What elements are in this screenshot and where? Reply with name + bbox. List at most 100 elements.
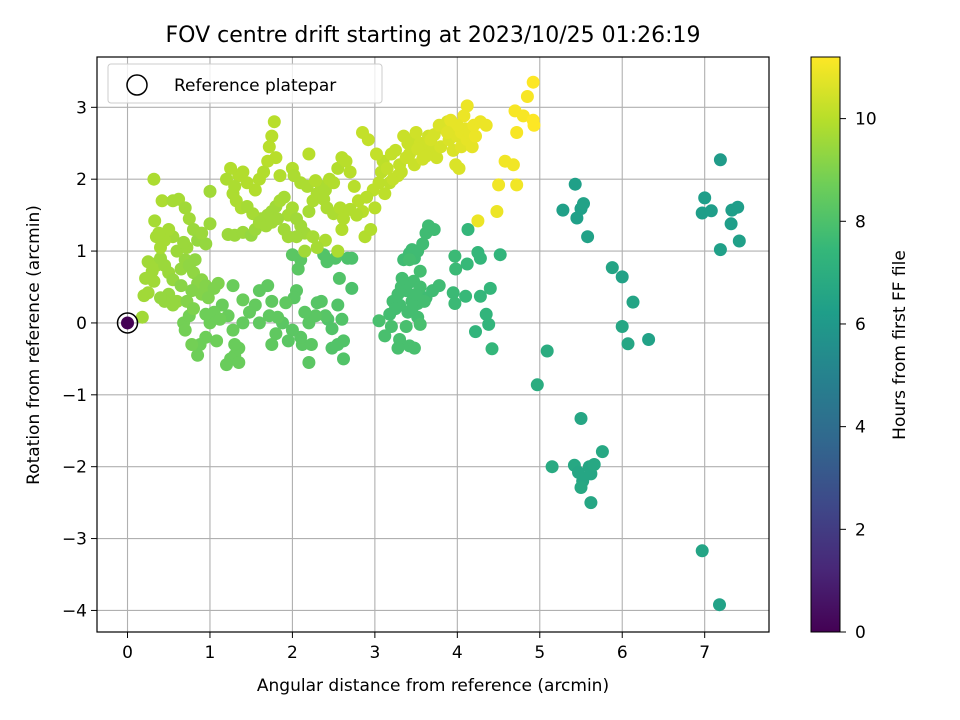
data-point <box>540 344 554 358</box>
y-axis-ticks: 3 2 1 0 −1 −2 −3 −4 <box>62 98 97 621</box>
data-point <box>285 201 299 215</box>
data-point <box>236 293 250 307</box>
data-point <box>279 296 293 310</box>
data-point <box>574 481 588 494</box>
data-point <box>220 358 233 372</box>
data-point <box>427 223 441 236</box>
data-point <box>460 257 474 271</box>
data-point <box>492 178 506 192</box>
data-point <box>232 356 246 369</box>
legend-label: Reference platepar <box>174 76 336 96</box>
data-point <box>333 201 347 215</box>
data-point <box>154 291 167 305</box>
colorbar-tick-label: 10 <box>855 110 877 130</box>
data-point <box>281 334 295 348</box>
data-point <box>395 271 409 285</box>
data-point <box>391 341 405 355</box>
data-point <box>383 307 397 321</box>
data-point <box>213 312 227 326</box>
data-point <box>135 310 149 324</box>
data-point <box>419 149 433 163</box>
x-tick-label: 5 <box>534 643 545 663</box>
y-tick-label: 2 <box>76 170 87 190</box>
data-point <box>261 279 275 293</box>
colorbar-gradient <box>810 56 841 633</box>
data-point <box>621 337 635 351</box>
data-point <box>331 298 345 312</box>
data-point <box>271 310 285 324</box>
reference-point <box>116 312 139 334</box>
data-point <box>277 190 291 204</box>
data-point <box>731 200 745 214</box>
data-point <box>595 445 609 459</box>
data-point <box>310 241 324 254</box>
data-point <box>704 204 718 218</box>
data-point <box>331 244 345 258</box>
data-point <box>360 190 374 204</box>
data-point <box>298 305 312 319</box>
data-point <box>413 317 427 331</box>
data-point <box>380 161 394 175</box>
data-point <box>302 356 316 369</box>
colorbar-ticks: 0 2 4 6 8 10 <box>840 110 877 643</box>
data-point <box>201 291 215 305</box>
data-point <box>188 253 202 267</box>
data-point <box>452 161 466 175</box>
data-point <box>147 172 161 186</box>
data-point <box>262 140 276 154</box>
data-point <box>482 317 496 331</box>
data-point <box>713 243 727 257</box>
data-point <box>273 169 287 183</box>
data-point <box>226 279 240 293</box>
data-point <box>162 223 176 236</box>
data-point <box>339 154 353 168</box>
data-point <box>335 312 349 326</box>
colorbar-tick-label: 8 <box>855 212 866 232</box>
data-point <box>483 281 497 295</box>
data-point <box>347 179 361 193</box>
data-point <box>356 126 369 139</box>
data-point <box>302 147 316 161</box>
data-point <box>409 126 423 139</box>
data-point <box>530 378 544 392</box>
data-point <box>461 223 475 236</box>
data-point <box>210 334 224 348</box>
data-point <box>642 333 656 346</box>
data-point <box>732 234 746 248</box>
x-tick-label: 3 <box>369 643 380 663</box>
data-point <box>343 165 357 179</box>
data-point <box>574 412 588 425</box>
data-point <box>698 191 712 205</box>
data-point <box>413 264 427 278</box>
data-point <box>444 113 458 127</box>
data-point <box>724 217 738 231</box>
data-point <box>337 352 350 366</box>
data-point <box>281 230 295 244</box>
data-point <box>479 118 493 132</box>
data-point <box>302 205 316 218</box>
data-point <box>203 184 217 198</box>
legend-marker <box>126 74 148 96</box>
legend: Reference platepar <box>107 63 383 104</box>
data-point <box>556 203 570 217</box>
data-point <box>199 237 213 251</box>
data-point <box>584 496 598 510</box>
x-tick-label: 4 <box>452 643 463 663</box>
data-point <box>325 341 339 355</box>
data-point <box>577 197 590 211</box>
x-axis-ticks: 0 1 2 3 4 5 6 7 <box>122 632 710 663</box>
data-point <box>695 544 709 558</box>
y-tick-label: 1 <box>76 242 87 262</box>
data-point <box>471 246 485 259</box>
scatter-points <box>135 75 746 612</box>
data-point <box>473 289 487 303</box>
x-axis-label: Angular distance from reference (arcmin) <box>257 676 609 696</box>
data-point <box>479 307 493 321</box>
colorbar-tick-label: 2 <box>855 520 866 540</box>
data-point <box>252 172 266 186</box>
data-point <box>615 270 629 284</box>
data-point <box>318 309 332 323</box>
data-point <box>394 165 408 179</box>
reference-ring <box>116 312 139 334</box>
data-point <box>440 126 454 139</box>
